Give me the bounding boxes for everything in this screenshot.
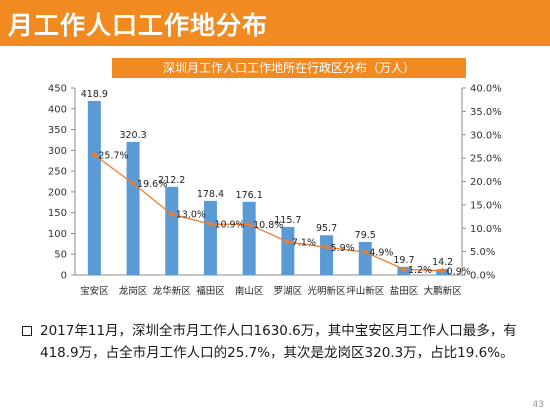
y-tick-label: 0 — [61, 271, 67, 282]
share-line — [93, 154, 443, 272]
header-bar: 月工作人口工作地分布 — [0, 0, 550, 46]
bar-value-label: 212.2 — [158, 175, 185, 186]
bar — [320, 235, 334, 275]
bar-value-label: 14.2 — [432, 257, 453, 268]
bar — [165, 186, 179, 275]
x-tick-label: 罗湖区 — [274, 286, 303, 297]
share-value-label: 4.9% — [369, 248, 393, 259]
page-number: 43 — [532, 400, 544, 410]
y2-tick-label: 25.0% — [470, 154, 502, 165]
x-tick-label: 龙岗区 — [119, 285, 148, 297]
share-value-label: 5.9% — [331, 243, 355, 254]
share-point — [91, 151, 98, 158]
summary-text: 2017年11月，深圳全市月工作人口1630.6万，其中宝安区月工作人口最多，有… — [40, 323, 517, 361]
bar-value-label: 176.1 — [236, 190, 263, 201]
share-point — [130, 180, 137, 187]
bar — [203, 200, 217, 275]
x-tick-label: 大鹏新区 — [424, 285, 463, 297]
bar-value-label: 95.7 — [316, 223, 337, 234]
y2-tick-label: 0.0% — [470, 271, 495, 282]
x-tick-label: 坪山新区 — [346, 285, 385, 297]
chart-title: 深圳月工作人口工作地所在行政区分布（万人） — [162, 61, 415, 75]
share-point — [284, 238, 291, 245]
y-tick-label: 150 — [48, 208, 67, 219]
share-value-label: 19.6% — [137, 179, 167, 190]
bar — [281, 226, 295, 275]
y2-tick-label: 40.0% — [470, 84, 502, 95]
bar-value-label: 79.5 — [355, 230, 376, 241]
x-tick-label: 福田区 — [196, 285, 225, 297]
bar-value-label: 19.7 — [393, 255, 414, 266]
y-tick-label: 200 — [48, 187, 67, 198]
y-tick-label: 300 — [48, 146, 67, 157]
bar-value-label: 418.9 — [81, 89, 108, 100]
y2-tick-label: 10.0% — [470, 224, 502, 235]
share-value-label: 13.0% — [176, 210, 206, 221]
x-tick-label: 南山区 — [235, 285, 264, 297]
share-point — [439, 267, 446, 274]
x-tick-label: 宝安区 — [80, 285, 109, 297]
bar-value-label: 320.3 — [119, 130, 146, 141]
y-tick-label: 250 — [48, 167, 67, 178]
share-value-label: 25.7% — [98, 150, 128, 161]
x-tick-label: 盐田区 — [390, 285, 419, 297]
x-tick-label: 光明新区 — [308, 285, 347, 297]
share-point — [246, 221, 253, 228]
y2-tick-label: 20.0% — [470, 177, 502, 188]
y-tick-label: 100 — [48, 229, 67, 240]
bar-value-label: 115.7 — [274, 215, 301, 226]
bar — [87, 100, 101, 276]
share-point — [207, 221, 214, 228]
share-value-label: 0.9% — [447, 266, 471, 277]
share-value-label: 10.8% — [253, 220, 283, 231]
bar — [126, 141, 140, 275]
y2-tick-label: 15.0% — [470, 200, 502, 211]
y-tick-label: 400 — [48, 104, 67, 115]
chart: 0 50 100 150 200 250 300 350 400 450 0.0% 5.0% 10.0%… — [48, 84, 502, 298]
y-tick-label: 450 — [48, 84, 67, 95]
bar — [358, 241, 372, 275]
x-tick-label: 龙华新区 — [153, 285, 192, 297]
summary-paragraph: 2017年11月，深圳全市月工作人口1630.6万，其中宝安区月工作人口最多，有… — [22, 320, 522, 364]
chart-title-banner: 深圳月工作人口工作地所在行政区分布（万人） — [112, 58, 466, 78]
share-value-label: 10.9% — [214, 220, 244, 231]
bar-value-label: 178.4 — [197, 189, 224, 200]
y2-tick-label: 30.0% — [470, 130, 502, 141]
y2-tick-label: 5.0% — [470, 247, 495, 258]
y-tick-label: 350 — [48, 125, 67, 136]
page-title: 月工作人口工作地分布 — [8, 11, 269, 40]
share-value-label: 7.1% — [292, 237, 316, 248]
share-point — [323, 244, 330, 251]
share-point — [168, 211, 175, 218]
share-value-label: 1.2% — [408, 265, 432, 276]
share-point — [400, 266, 407, 273]
y2-tick-label: 35.0% — [470, 107, 502, 118]
bar — [242, 201, 256, 275]
square-bullet-icon — [22, 326, 32, 336]
share-point — [362, 249, 369, 256]
y-tick-label: 50 — [54, 250, 67, 261]
